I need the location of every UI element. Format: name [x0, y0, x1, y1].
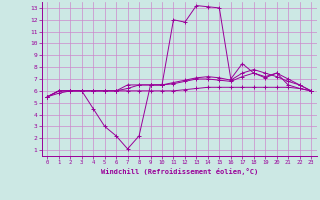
X-axis label: Windchill (Refroidissement éolien,°C): Windchill (Refroidissement éolien,°C) [100, 168, 258, 175]
